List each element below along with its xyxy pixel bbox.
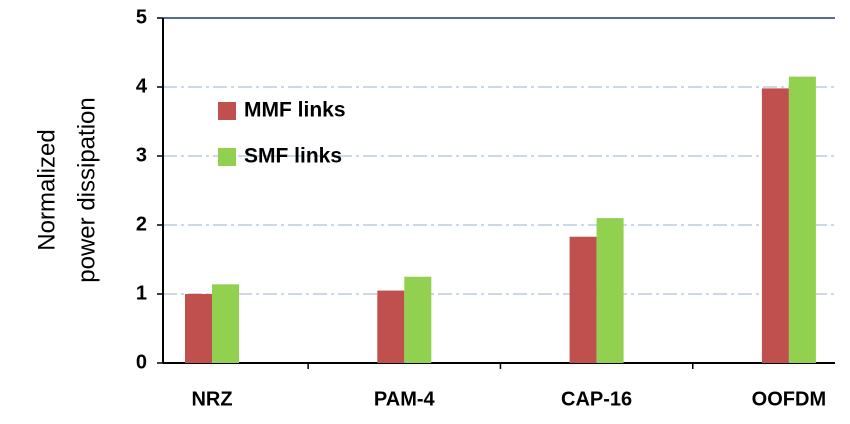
y-tick-label: 0 xyxy=(136,351,147,373)
bar xyxy=(212,284,239,363)
x-tick-label: CAP-16 xyxy=(561,388,632,410)
legend-label: MMF links xyxy=(244,99,346,122)
bar xyxy=(404,276,432,363)
y-axis-label: Normalized xyxy=(33,129,60,250)
bar xyxy=(761,88,789,363)
y-tick-label: 5 xyxy=(136,6,147,28)
bar xyxy=(569,236,597,363)
y-tick-label: 1 xyxy=(136,282,147,304)
x-tick-label: OOFDM xyxy=(752,388,826,410)
y-tick-label: 3 xyxy=(136,144,147,166)
bar xyxy=(185,294,212,363)
bar xyxy=(596,218,624,363)
bar xyxy=(377,290,405,363)
x-tick-label: NRZ xyxy=(191,388,232,410)
legend-swatch xyxy=(218,148,236,166)
legend-label: SMF links xyxy=(244,145,342,168)
y-tick-label: 2 xyxy=(136,213,147,235)
y-axis-label: power dissipation xyxy=(73,97,100,282)
y-tick-label: 4 xyxy=(136,75,148,97)
x-tick-label: PAM-4 xyxy=(374,388,436,410)
legend-swatch xyxy=(218,102,236,120)
bar xyxy=(788,76,816,364)
